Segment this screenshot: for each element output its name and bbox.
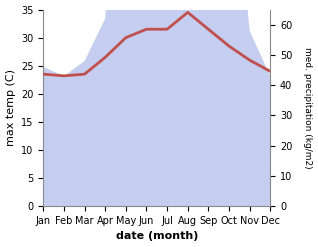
Y-axis label: max temp (C): max temp (C) (5, 69, 16, 146)
X-axis label: date (month): date (month) (116, 231, 198, 242)
Y-axis label: med. precipitation (kg/m2): med. precipitation (kg/m2) (303, 47, 313, 169)
